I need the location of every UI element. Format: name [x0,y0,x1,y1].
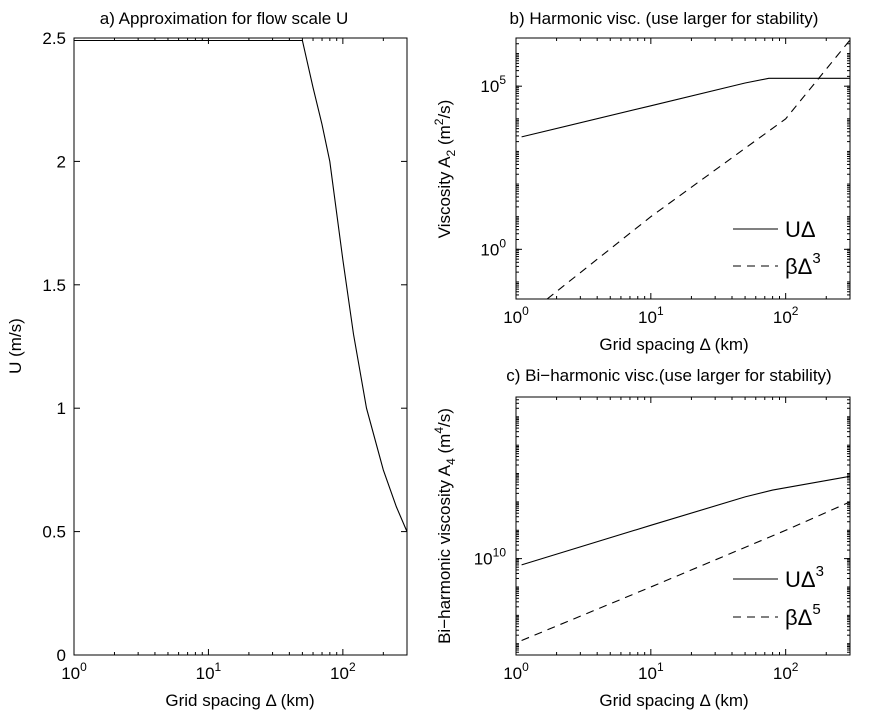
y-tick-label: 100 [480,236,506,259]
panel-c-xlabel: Grid spacing Δ (km) [599,691,748,710]
legend-label: βΔ5 [785,601,821,630]
panel-b-marks [521,39,850,299]
panel-b: b) Harmonic visc. (use larger for stabil… [432,9,851,354]
panel-a: a) Approximation for flow scale U 100 101… [6,9,408,710]
series-solid-line [521,475,850,566]
panel-b-ticks: 100 101 102 100 105 [480,37,851,327]
panel-c-ylabel: Bi−harmonic viscosity A4 (m4/s) [432,408,458,644]
legend-label: βΔ3 [785,250,821,279]
x-tick-label: 102 [773,304,799,327]
panel-b-ylabel: Viscosity A2 (m2/s) [432,100,458,239]
y-tick-label: 1.5 [42,276,66,295]
x-tick-label: 100 [503,304,529,327]
legend-label: UΔ3 [785,563,824,592]
y-tick-label: 0 [57,646,66,665]
panel-a-ylabel: U (m/s) [6,318,25,374]
panel-a-ticks: 100 101 102 0 0.5 1 1.5 2 2.5 [42,29,408,683]
series-dashed-line [546,39,850,299]
y-tick-label: 1010 [474,546,507,569]
panel-c-ticks: 100 101 102 1010 [474,396,851,683]
x-tick-label: 102 [330,660,356,683]
y-tick-label: 2 [57,152,66,171]
panel-c: c) Bi−harmonic visc.(use larger for stab… [432,366,851,710]
x-tick-label: 100 [61,660,87,683]
y-tick-label: 2.5 [42,29,66,48]
panel-a-xlabel: Grid spacing Δ (km) [165,691,314,710]
y-tick-label: 1 [57,399,66,418]
panel-c-marks [521,475,850,642]
y-tick-label: 0.5 [42,523,66,542]
x-tick-label: 100 [503,660,529,683]
series-solid-line [521,77,850,138]
x-tick-label: 101 [638,660,664,683]
panel-b-title: b) Harmonic visc. (use larger for stabil… [510,9,819,28]
panel-b-legend: UΔ βΔ3 [733,217,821,279]
series-dashed-line [521,501,850,642]
y-tick-label: 105 [480,73,506,96]
panel-a-marks [74,39,407,532]
x-tick-label: 102 [773,660,799,683]
panel-b-xlabel: Grid spacing Δ (km) [599,335,748,354]
panel-c-axes [515,396,851,656]
panel-a-axes [73,37,408,656]
series-solid-line [74,39,407,532]
panel-a-title: a) Approximation for flow scale U [100,9,349,28]
x-tick-label: 101 [196,660,222,683]
panel-c-title: c) Bi−harmonic visc.(use larger for stab… [506,366,831,385]
x-tick-label: 101 [638,304,664,327]
legend-label: UΔ [785,217,816,242]
